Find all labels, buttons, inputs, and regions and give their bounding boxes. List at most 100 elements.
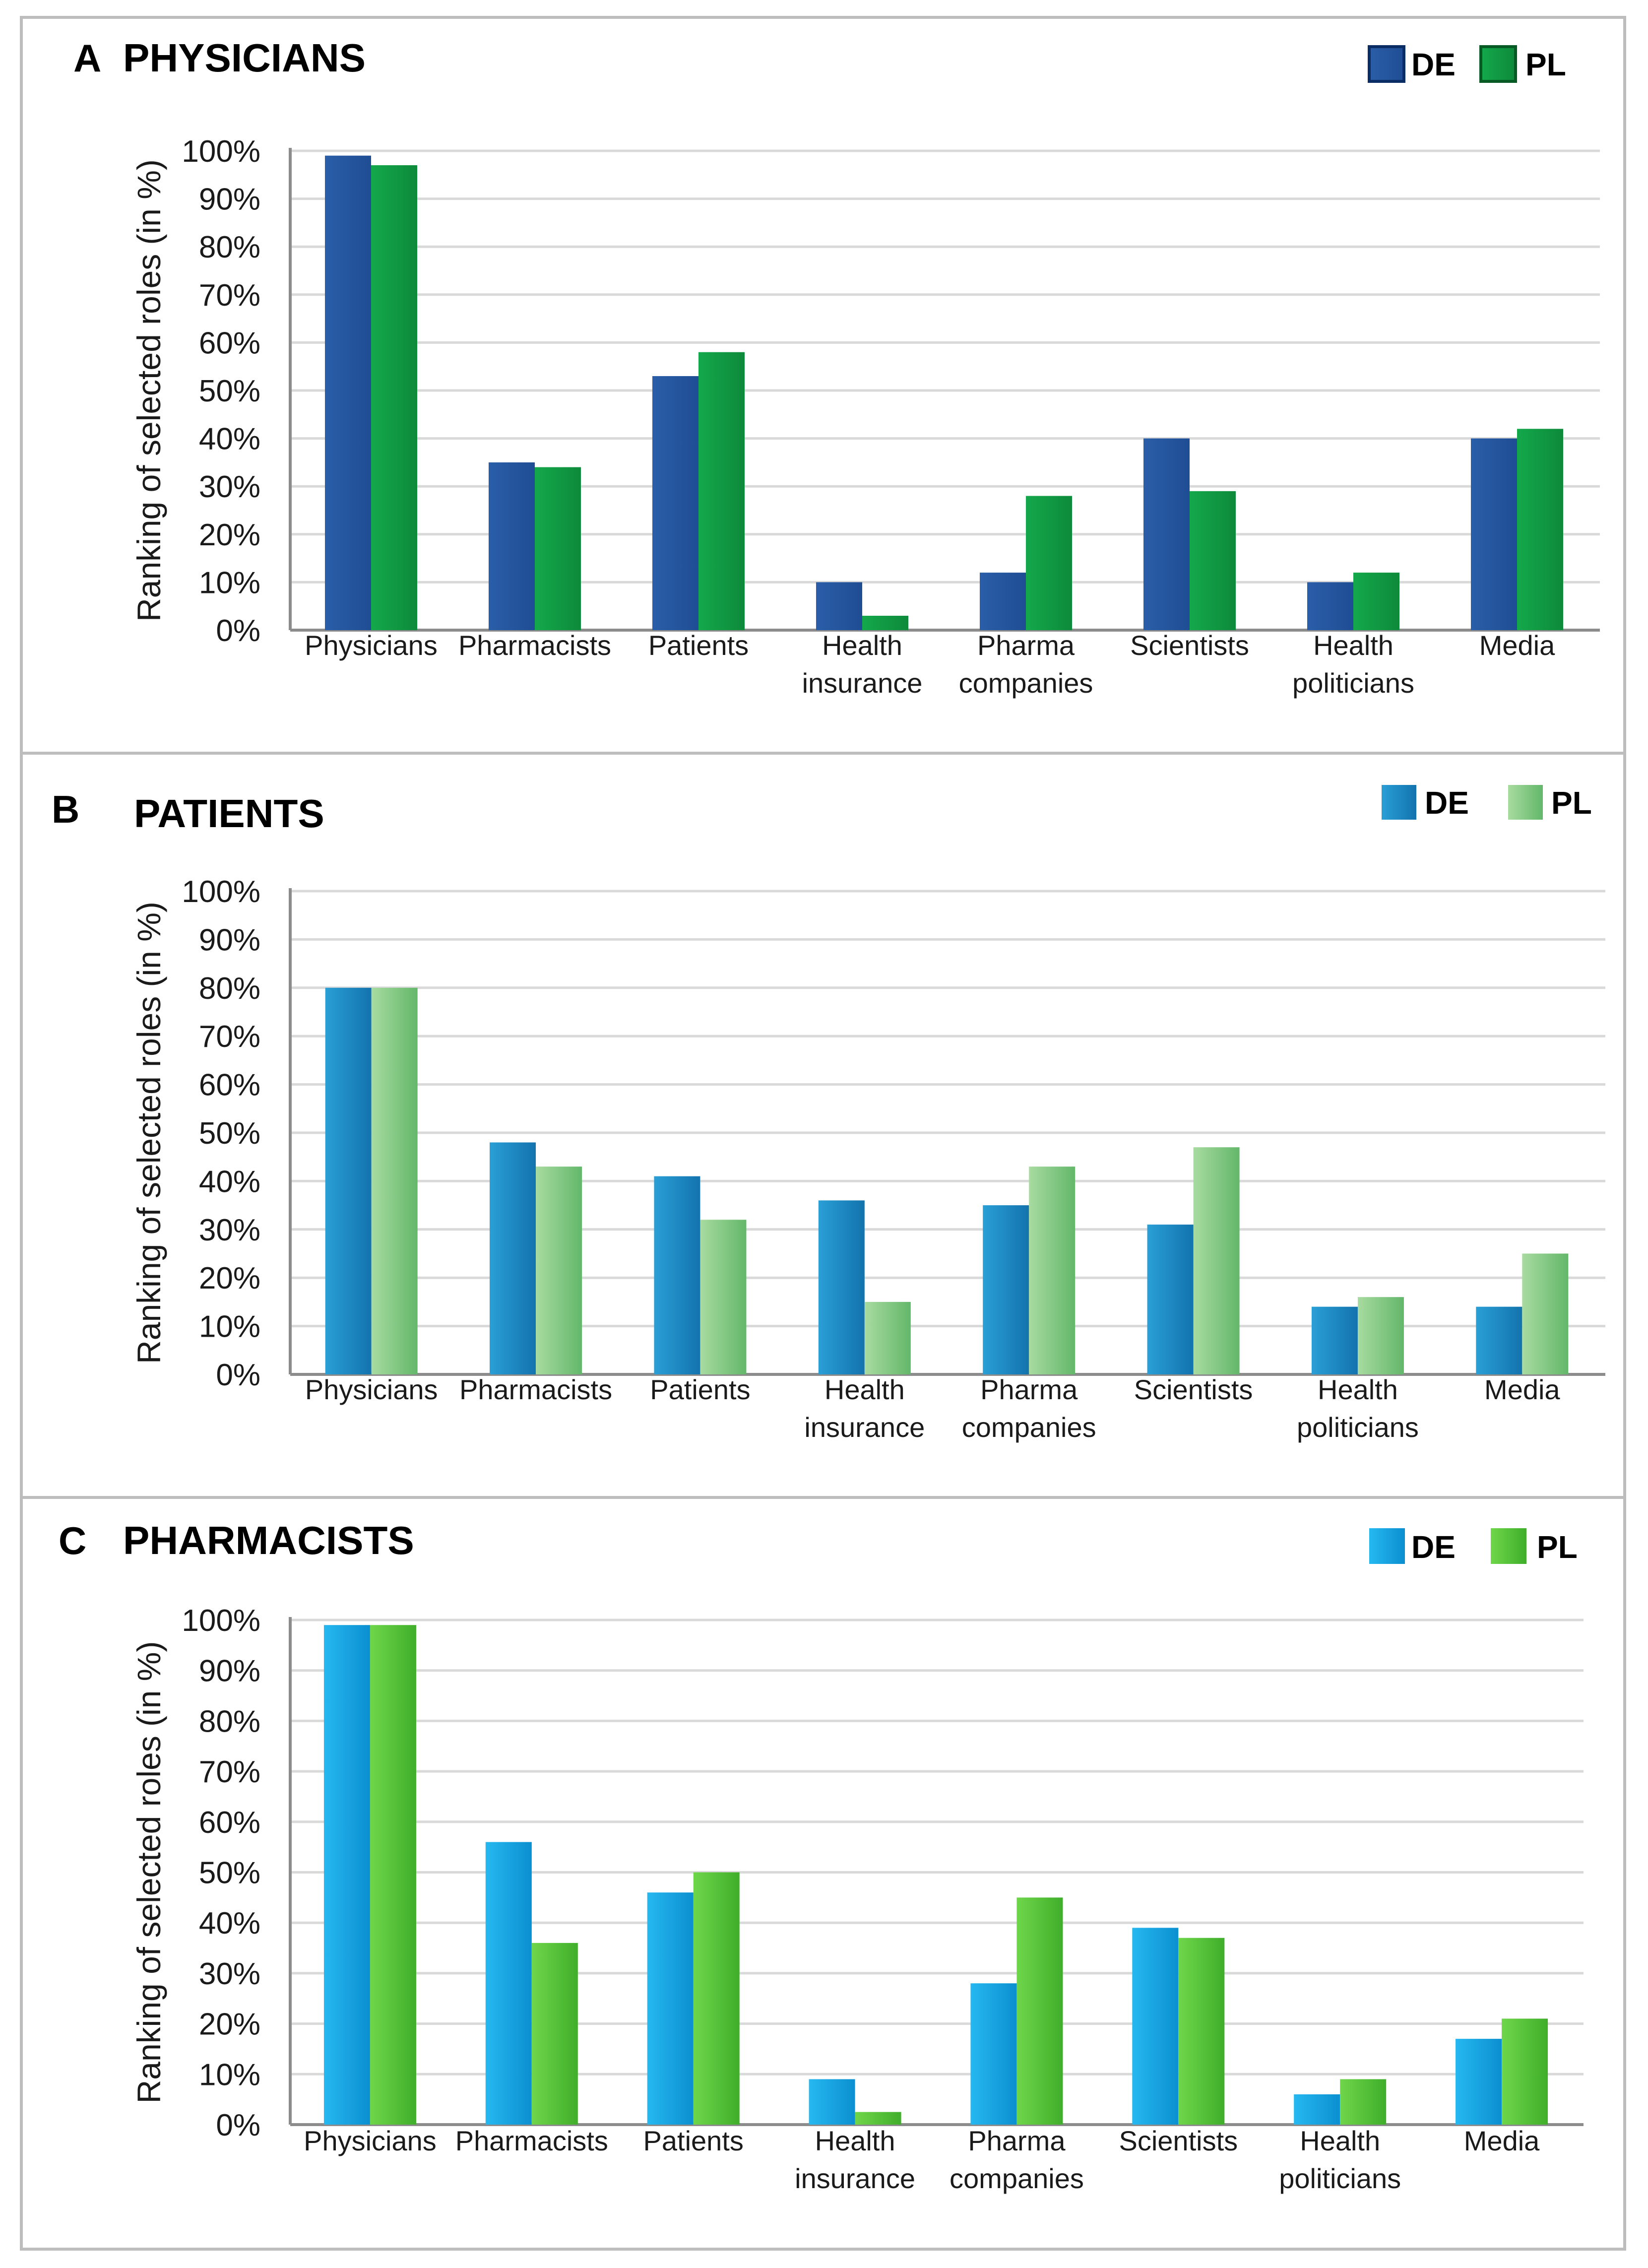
y-tick-label: 60% (199, 1806, 260, 1840)
panel-b-patients-chart: B PATIENTS DE PL 0% 10% 20% 30% 40% 50% 60% 70% 80% 9… (52, 785, 1605, 1443)
x-category-label: Physicians (304, 2125, 437, 2156)
y-tick-label: 70% (199, 278, 260, 313)
y-tick-label: 100% (182, 875, 260, 909)
bar-de-media (1471, 438, 1517, 630)
bar-pl-media (1502, 2018, 1548, 2125)
x-category-label: Health insurance (804, 1374, 925, 1443)
bar-de-patients (652, 376, 698, 630)
legend-swatch-de (1368, 45, 1405, 83)
bar-de-media (1476, 1306, 1522, 1374)
y-tick-label: 10% (199, 566, 260, 600)
panel-a-physicians-chart: A PHYSICIANS DE PL 0% 10% 20% 30% 40% 50% 60% 70% 80… (73, 36, 1600, 699)
panel-c-pharmacists-chart: C PHARMACISTS DE PL 0% 10% 20% 30% 40% 50% 60% 70% 8… (59, 1518, 1584, 2194)
x-category-label: Physicians (305, 1374, 438, 1405)
bar-de-pharma-companies (980, 573, 1026, 630)
bar-de-media (1456, 2039, 1502, 2125)
x-category-label: Health insurance (795, 2125, 915, 2194)
y-tick-label: 20% (199, 2008, 260, 2042)
y-tick-label: 40% (199, 422, 260, 456)
bar-pl-scientists (1193, 1147, 1240, 1374)
x-category-label: Health politicians (1279, 2125, 1401, 2194)
x-category-label: Pharma companies (962, 1374, 1096, 1443)
figure-frame (20, 16, 1626, 2251)
y-tick-label: 50% (199, 1116, 260, 1151)
x-category-label: Pharmacists (455, 2125, 608, 2156)
x-category-label: Health politicians (1292, 630, 1414, 699)
y-tick-label: 60% (199, 1068, 260, 1102)
y-tick-label: 10% (199, 2058, 260, 2092)
panel-a-title: PHYSICIANS (123, 36, 366, 80)
bar-pl-health-politicians (1353, 573, 1399, 630)
y-tick-label: 0% (216, 2108, 260, 2142)
bar-de-pharmacists (490, 1142, 536, 1374)
y-tick-label: 50% (199, 1856, 260, 1890)
y-tick-label: 40% (199, 1906, 260, 1941)
bar-pl-physicians (371, 165, 417, 631)
bar-pl-patients (693, 1872, 740, 2125)
bar-de-physicians (325, 155, 371, 630)
panel-c-title: PHARMACISTS (123, 1518, 414, 1562)
panel-b-title: PATIENTS (134, 791, 324, 836)
panel-b-letter: B (52, 787, 79, 831)
panel-divider-bc (20, 1496, 1626, 1499)
legend-label-pl: PL (1537, 1529, 1578, 1565)
x-category-label: Pharma companies (950, 2125, 1084, 2194)
y-tick-label: 70% (199, 1755, 260, 1789)
legend-swatch-pl (1508, 785, 1543, 820)
bar-pl-physicians (370, 1625, 416, 2125)
bar-de-scientists (1147, 1225, 1194, 1374)
y-tick-label: 80% (199, 1704, 260, 1739)
bar-de-health-insurance (818, 1200, 865, 1374)
bar-de-patients (647, 1892, 694, 2125)
y-tick-label: 30% (199, 1213, 260, 1247)
legend-swatch-pl (1491, 1528, 1526, 1564)
x-category-label: Scientists (1134, 1374, 1253, 1405)
bar-pl-media (1522, 1253, 1569, 1374)
y-tick-label: 30% (199, 1957, 260, 1991)
bar-pl-pharma-companies (1029, 1166, 1076, 1374)
y-axis-label: Ranking of selected roles (in %) (130, 902, 167, 1364)
bar-de-health-politicians (1307, 582, 1353, 630)
bar-pl-health-politicians (1340, 2079, 1387, 2125)
y-tick-label: 100% (182, 1604, 260, 1638)
legend-label-de: DE (1425, 785, 1469, 821)
y-tick-label: 70% (199, 1020, 260, 1054)
x-category-label: Pharma companies (959, 630, 1093, 699)
bar-pl-health-insurance (864, 1301, 911, 1374)
y-tick-label: 100% (182, 134, 260, 169)
bar-de-scientists (1132, 1928, 1179, 2125)
x-category-label: Patients (650, 1374, 750, 1405)
y-axis-label: Ranking of selected roles (in %) (130, 1641, 167, 2104)
bar-de-health-insurance (809, 2079, 855, 2125)
legend-swatch-pl (1479, 45, 1517, 83)
bar-de-physicians (325, 987, 372, 1374)
x-category-label: Health insurance (802, 630, 923, 699)
y-tick-label: 60% (199, 326, 260, 360)
bar-de-physicians (323, 1625, 370, 2125)
bar-pl-patients (700, 1220, 747, 1374)
bar-de-pharmacists (485, 1842, 532, 2125)
panel-divider-ab (20, 752, 1626, 755)
y-tick-label: 20% (199, 518, 260, 552)
bar-pl-health-insurance (855, 2112, 901, 2125)
bar-pl-scientists (1178, 1938, 1225, 2125)
y-tick-label: 90% (199, 1654, 260, 1688)
bar-pl-pharmacists (536, 1166, 582, 1374)
y-tick-label: 0% (216, 1358, 260, 1392)
bar-de-pharma-companies (970, 1983, 1017, 2125)
y-tick-label: 80% (199, 972, 260, 1006)
bar-de-health-insurance (816, 582, 862, 630)
x-category-label: Patients (648, 630, 749, 661)
bar-pl-pharmacists (535, 467, 581, 630)
y-tick-label: 50% (199, 374, 260, 408)
x-category-label: Pharmacists (459, 1374, 612, 1405)
panel-a-letter: A (73, 36, 101, 80)
bar-de-pharma-companies (983, 1205, 1029, 1374)
y-tick-label: 90% (199, 183, 260, 217)
bar-de-patients (654, 1176, 700, 1374)
bar-pl-pharmacists (531, 1943, 578, 2125)
bar-pl-health-insurance (862, 616, 908, 630)
y-tick-label: 0% (216, 614, 260, 648)
y-tick-label: 80% (199, 230, 260, 264)
x-category-label: Media (1484, 1374, 1560, 1405)
